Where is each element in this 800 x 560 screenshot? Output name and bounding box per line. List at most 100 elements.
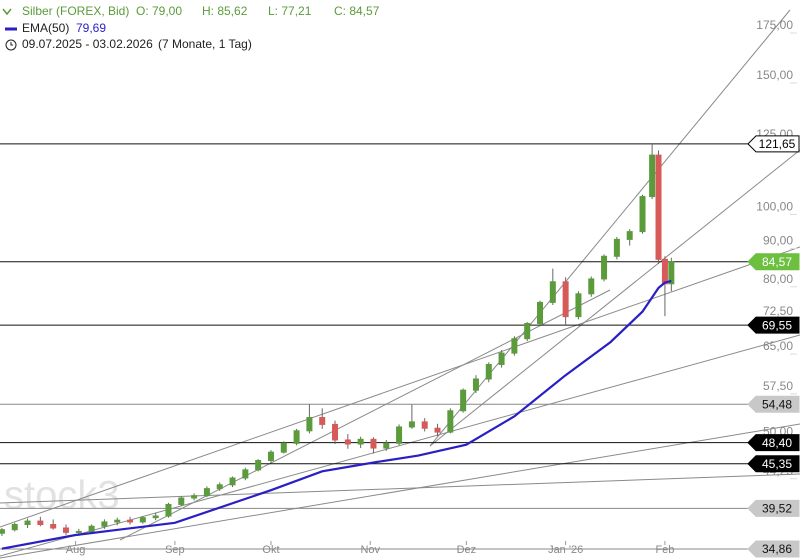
trend-line [0, 423, 800, 559]
y-tick-label: 90,00 [763, 234, 793, 248]
indicator: EMA(50) [22, 21, 69, 35]
y-tick-label: 175,00 [756, 18, 793, 32]
instrument: Silber (FOREX, Bid) [22, 4, 129, 18]
candle-body [127, 519, 134, 523]
y-tick-label: 65,00 [763, 339, 793, 353]
candle-body [549, 281, 556, 303]
candle-body [139, 517, 146, 523]
level-label: 54,48 [762, 397, 792, 411]
candle-body [562, 281, 569, 318]
candle-body [661, 258, 668, 285]
candle-body [203, 488, 210, 497]
y-tick-label: 80,00 [763, 272, 793, 286]
candle-body [655, 154, 662, 260]
candle-body [575, 293, 582, 318]
header: Silber (FOREX, Bid) O: 79,00 H: 85,62 L:… [2, 4, 380, 51]
candle-body [280, 442, 287, 453]
level-box [747, 316, 800, 334]
y-tick-label: 72,50 [763, 304, 793, 318]
candle-body [101, 521, 108, 527]
candle-body [613, 238, 620, 257]
candle-body [472, 378, 479, 391]
candle-body [396, 426, 403, 444]
candle-body [511, 338, 518, 354]
level-label: 84,57 [762, 255, 792, 269]
candle-body [242, 469, 249, 479]
candle-body [357, 438, 364, 445]
candle-body [62, 527, 69, 533]
candle-body [344, 439, 351, 445]
candle-body [229, 477, 236, 486]
ema [1, 279, 672, 550]
candle-body [421, 421, 428, 429]
x-tick-label: Okt [262, 544, 279, 556]
watermark: stock3 [4, 474, 120, 518]
ohlc: H: 85,62 [202, 4, 248, 18]
period: (7 Monate, 1 Tag) [158, 37, 252, 51]
candle-body [332, 423, 339, 441]
candle-body [537, 301, 544, 324]
level-label: 121,65 [759, 137, 796, 151]
candle-body [524, 322, 531, 340]
y-tick-label: 57,50 [763, 379, 793, 393]
candle-body [178, 497, 185, 505]
x-tick-label: Dez [457, 544, 477, 556]
candle-body [319, 417, 326, 425]
candle-body [216, 484, 223, 490]
x-tick-label: Sep [165, 544, 185, 556]
trend-lines [0, 9, 800, 559]
ohlc: O: 79,00 [136, 4, 182, 18]
level-label: 39,52 [762, 502, 792, 516]
level-box [747, 455, 800, 473]
candles [0, 143, 675, 536]
candle-body [383, 442, 390, 449]
clock-icon [5, 39, 17, 51]
level-box [747, 253, 800, 271]
candle-body [626, 231, 633, 240]
collapse-icon[interactable] [2, 8, 12, 16]
level-label: 45,35 [762, 457, 792, 471]
candle-body [165, 503, 172, 517]
candle-body [114, 519, 121, 523]
x-tick-label: Aug [66, 544, 86, 556]
candle-body [11, 523, 18, 531]
ema-line [1, 279, 672, 550]
level-label: 48,40 [762, 436, 792, 450]
candle-body [639, 196, 646, 233]
candle-body [370, 438, 377, 449]
trend-line [0, 473, 800, 504]
candle-body [460, 389, 467, 412]
candle-body [37, 520, 44, 525]
trend-line [0, 334, 800, 557]
level-box [747, 499, 800, 517]
date-range: 09.07.2025 - 03.02.2026 [22, 37, 153, 51]
candle-body [267, 451, 274, 462]
ohlc: C: 84,57 [334, 4, 380, 18]
candle-body [498, 352, 505, 365]
level-boxes: 121,65 84,57 69,55 54,48 48,40 45,35 39,52 34,8… [747, 135, 800, 558]
candle-body [50, 523, 57, 529]
trend-line [0, 246, 800, 528]
candle-body [668, 261, 675, 285]
candle-body [588, 278, 595, 295]
candle-body [255, 460, 262, 471]
candle-body [88, 525, 95, 532]
candle-body [447, 410, 454, 433]
candle-body [24, 520, 31, 525]
x-tick-label: Nov [360, 544, 380, 556]
candle-body [0, 529, 5, 534]
candle-body [408, 421, 415, 428]
candle-body [293, 430, 300, 444]
candle-body [649, 154, 656, 198]
x-tick-label: Jan '26 [548, 544, 583, 556]
level-box [747, 540, 800, 558]
y-tick-label: 150,00 [756, 68, 793, 82]
level-box [747, 434, 800, 452]
levels [0, 143, 748, 550]
candle-body [152, 515, 159, 519]
candle-body [75, 530, 82, 533]
candle-body [306, 417, 313, 432]
candle-body [485, 363, 492, 380]
